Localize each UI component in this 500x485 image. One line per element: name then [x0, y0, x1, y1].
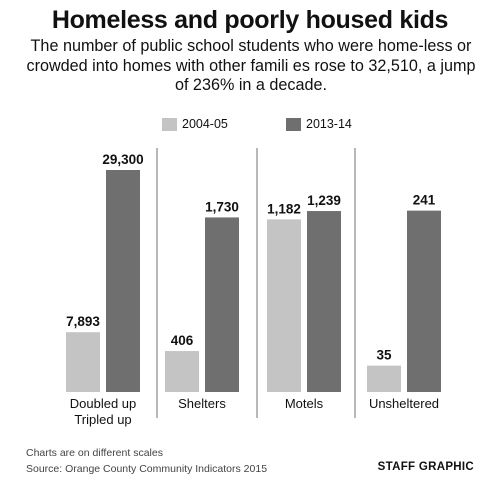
category-label: Shelters: [178, 396, 226, 411]
data-label: 1,239: [307, 193, 341, 208]
bar-doubled-up-tripled-up-2004-05: [66, 332, 100, 392]
data-label: 35: [376, 348, 392, 363]
bar-shelters-2013-14: [205, 217, 239, 392]
legend-item-2013-14: 2013-14: [286, 117, 352, 131]
legend-item-2004-05: 2004-05: [162, 117, 228, 131]
data-label: 1,730: [205, 199, 239, 214]
category-label: Tripled up: [74, 412, 131, 427]
source-note: Source: Orange County Community Indicato…: [26, 463, 268, 475]
data-label: 406: [171, 333, 194, 348]
bar-unsheltered-2013-14: [407, 210, 441, 392]
legend-swatch-2004-05: [162, 117, 177, 131]
legend: 2004-05 2013-14: [0, 117, 500, 133]
legend-swatch-2013-14: [286, 117, 301, 131]
category-label: Doubled up: [70, 396, 137, 411]
data-label: 241: [413, 193, 436, 208]
chart-title: Homeless and poorly housed kids: [51, 6, 449, 34]
bar-unsheltered-2004-05: [367, 365, 401, 392]
legend-label-2004-05: 2004-05: [182, 117, 228, 131]
bar-doubled-up-tripled-up-2013-14: [106, 170, 140, 392]
category-label: Unsheltered: [369, 396, 439, 411]
category-label: Motels: [285, 396, 324, 411]
bar-motels-2013-14: [307, 211, 341, 392]
scale-note: Charts are on different scales: [26, 447, 163, 459]
chart-subtitle: The number of public school students who…: [26, 37, 476, 94]
legend-label-2013-14: 2013-14: [306, 117, 352, 131]
data-label: 29,300: [102, 152, 143, 167]
data-label: 1,182: [267, 201, 301, 216]
bar-motels-2004-05: [267, 219, 301, 392]
bar-shelters-2004-05: [165, 351, 199, 392]
staff-credit: STAFF GRAPHIC: [377, 461, 474, 473]
data-label: 7,893: [66, 314, 100, 329]
